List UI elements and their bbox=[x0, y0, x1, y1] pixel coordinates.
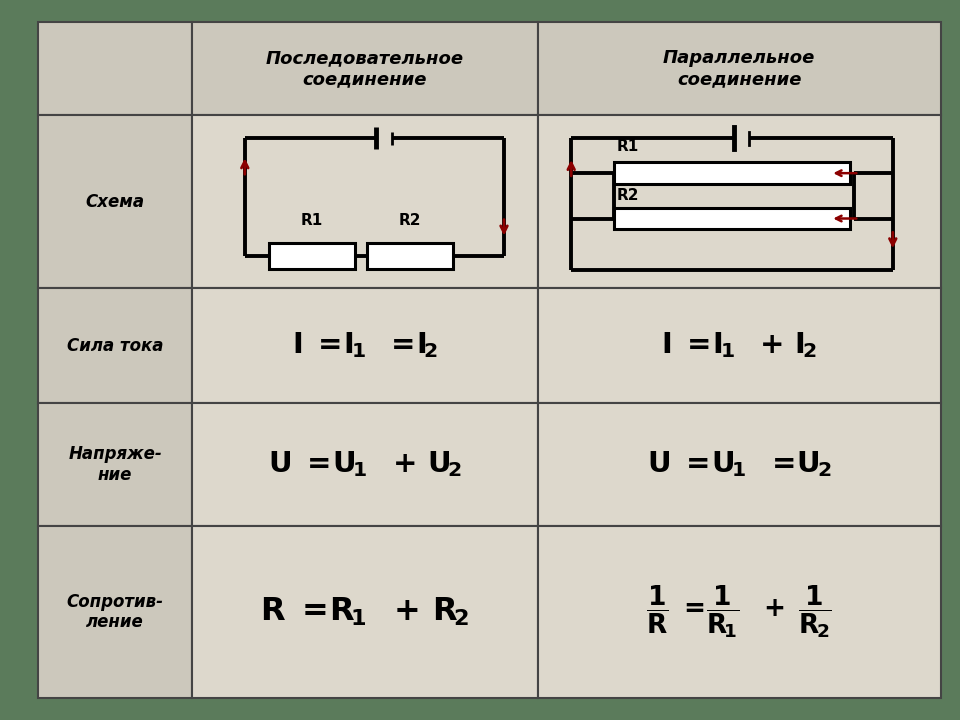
Bar bbox=[367, 243, 453, 269]
Text: Напряже-
ние: Напряже- ние bbox=[68, 445, 162, 484]
Bar bbox=[538, 288, 941, 403]
Bar bbox=[538, 115, 941, 288]
Text: $\mathbf{I\ =\!I_{\!1}\ \ =\!I_{\!2}}$: $\mathbf{I\ =\!I_{\!1}\ \ =\!I_{\!2}}$ bbox=[292, 330, 438, 361]
Bar bbox=[38, 22, 192, 115]
Bar bbox=[614, 162, 850, 184]
Text: $\mathbf{U\ =\!U_{\!1}\ \ +\,U_{\!2}}$: $\mathbf{U\ =\!U_{\!1}\ \ +\,U_{\!2}}$ bbox=[268, 449, 462, 480]
Text: Параллельное
соединение: Параллельное соединение bbox=[663, 49, 815, 88]
Text: $\mathbf{R\ =\!R_{\!1}\ \ +\,R_{\!2}}$: $\mathbf{R\ =\!R_{\!1}\ \ +\,R_{\!2}}$ bbox=[260, 595, 469, 628]
Bar bbox=[614, 207, 850, 229]
Bar bbox=[192, 403, 538, 526]
Text: $\mathbf{\dfrac{1}{R}\ =\!\dfrac{1}{R_{\!1}}\ \ +\ \dfrac{1}{R_{\!2}}}$: $\mathbf{\dfrac{1}{R}\ =\!\dfrac{1}{R_{\… bbox=[646, 584, 832, 640]
Text: R1: R1 bbox=[300, 213, 324, 228]
Bar bbox=[538, 403, 941, 526]
Bar bbox=[38, 115, 192, 288]
Bar bbox=[38, 403, 192, 526]
Text: Сила тока: Сила тока bbox=[67, 336, 163, 354]
Bar bbox=[192, 22, 538, 115]
Text: Сопротив-
ление: Сопротив- ление bbox=[66, 593, 164, 631]
Bar bbox=[38, 526, 192, 698]
Bar bbox=[38, 288, 192, 403]
Text: $\mathbf{U\ =\!U_{\!1}\ \ =\!U_{\!2}}$: $\mathbf{U\ =\!U_{\!1}\ \ =\!U_{\!2}}$ bbox=[647, 449, 831, 480]
Bar bbox=[269, 243, 355, 269]
Text: R2: R2 bbox=[398, 213, 421, 228]
Bar bbox=[538, 526, 941, 698]
Text: R1: R1 bbox=[616, 139, 638, 153]
Text: Схема: Схема bbox=[85, 192, 145, 210]
Bar bbox=[192, 288, 538, 403]
Text: $\mathbf{I\ =\!I_{\!1}\ \ +\,I_{\!2}}$: $\mathbf{I\ =\!I_{\!1}\ \ +\,I_{\!2}}$ bbox=[661, 330, 817, 361]
Bar bbox=[192, 115, 538, 288]
Bar bbox=[192, 526, 538, 698]
Text: Последовательное
соединение: Последовательное соединение bbox=[266, 49, 464, 88]
Bar bbox=[538, 22, 941, 115]
Text: R2: R2 bbox=[616, 189, 638, 203]
